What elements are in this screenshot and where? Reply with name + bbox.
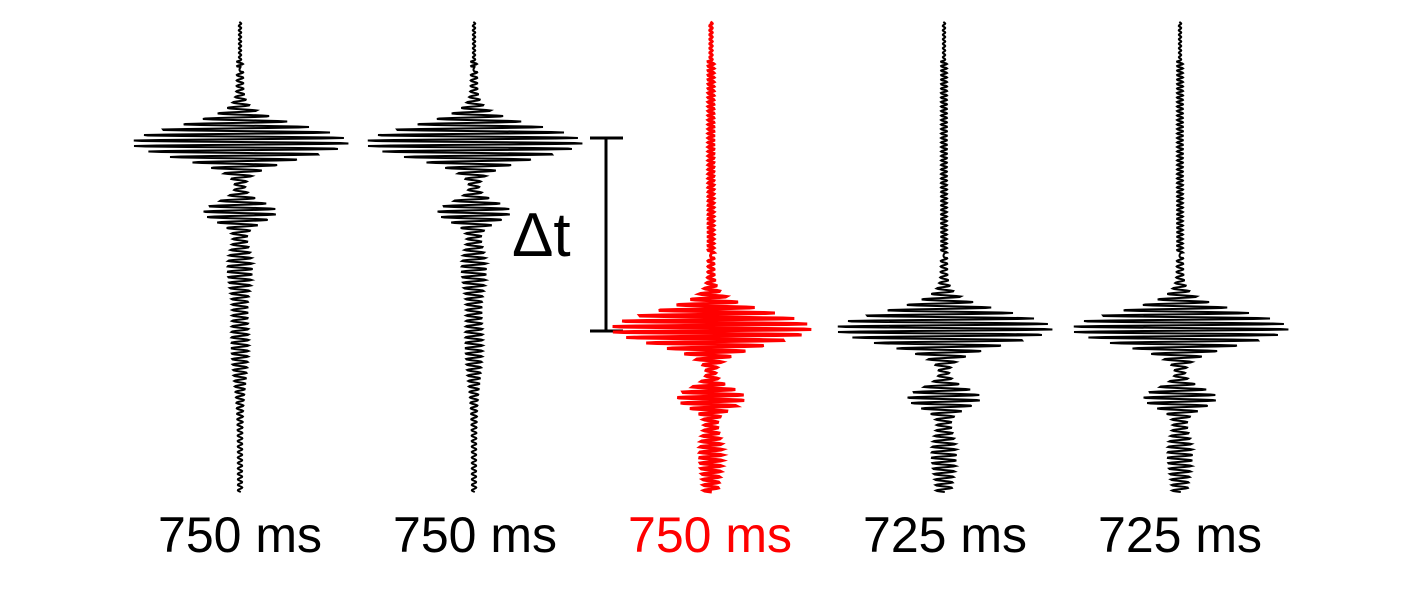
waveform-trace-4 (837, 21, 1053, 493)
trace-label-5: 725 ms (1098, 507, 1262, 563)
trace-label-1: 750 ms (158, 507, 322, 563)
waveform-trace-1 (133, 21, 349, 493)
trace-label-4: 725 ms (863, 507, 1027, 563)
waveform-trace-3 (612, 20, 812, 494)
delta-t-label: Δt (512, 201, 571, 270)
trace-label-2: 750 ms (393, 507, 557, 563)
waveform-trace-2 (367, 21, 583, 493)
trace-label-3: 750 ms (628, 507, 792, 563)
delta-t-bracket (590, 136, 623, 333)
waveform-trace-5 (1073, 21, 1289, 493)
